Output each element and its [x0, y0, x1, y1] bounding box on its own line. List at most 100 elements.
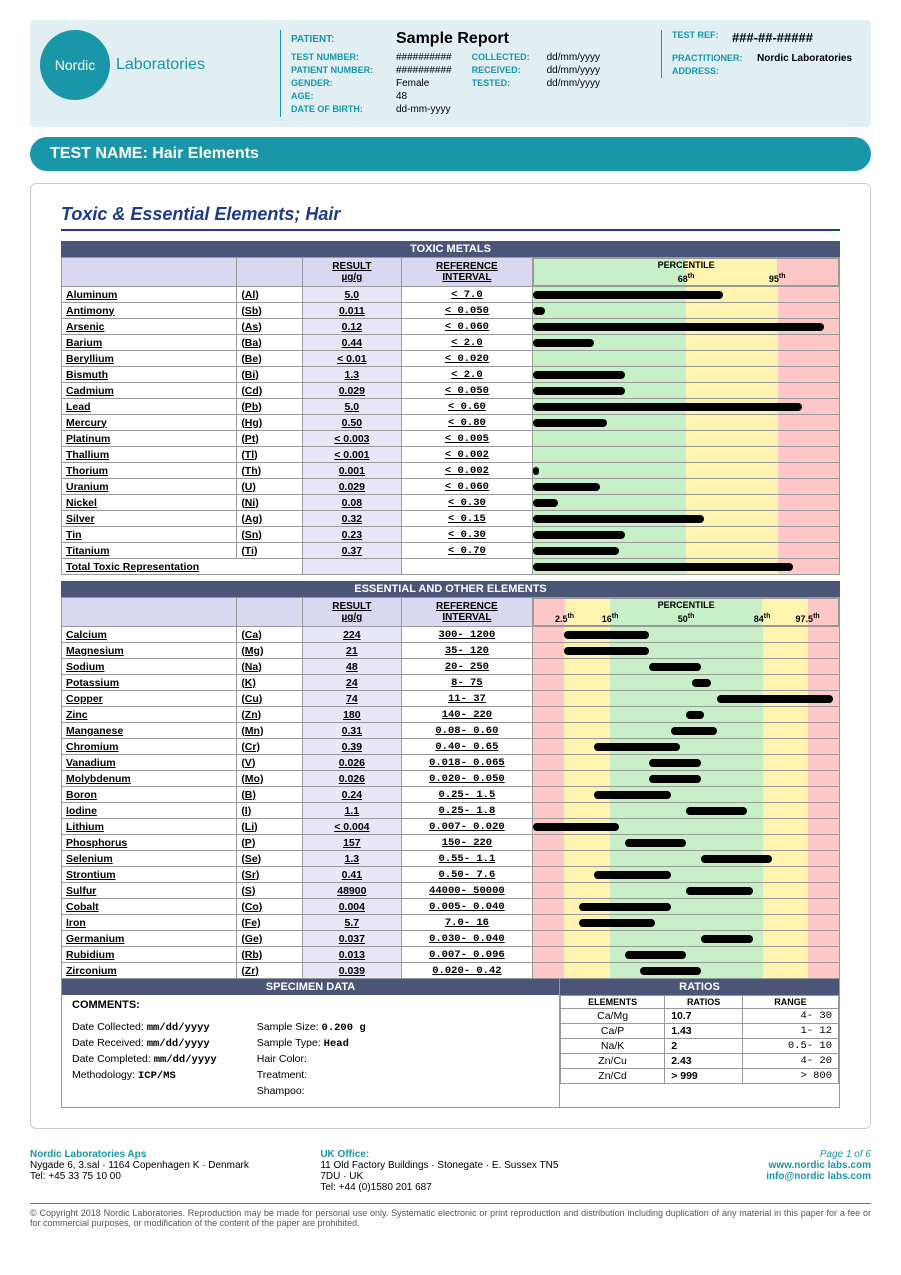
footer-uk-addr: 11 Old Factory Buildings · Stonegate · E… — [320, 1160, 580, 1182]
toxic-row: Cadmium(Cd)0.029< 0.050 — [62, 383, 840, 399]
toxic-row: Lead(Pb)5.0< 0.60 — [62, 399, 840, 415]
footer-email: info@nordic labs.com — [611, 1171, 871, 1182]
val-pract: Nordic Laboratories — [757, 53, 852, 64]
essential-row: Zirconium(Zr)0.0390.020- 0.42 — [62, 963, 840, 979]
specimen-item: Date Collected: mm/dd/yyyy — [72, 1021, 217, 1034]
ratio-row: Zn/Cd> 999> 800 — [561, 1069, 839, 1084]
toxic-row: Platinum(Pt)< 0.003< 0.005 — [62, 431, 840, 447]
essential-band: ESSENTIAL AND OTHER ELEMENTS — [61, 581, 840, 597]
ratio-row: Ca/Mg10.74- 30 — [561, 1009, 839, 1024]
section-title: Toxic & Essential Elements; Hair — [61, 204, 840, 231]
specimen-item: Hair Color: — [257, 1053, 366, 1066]
lbl-tested: TESTED: — [472, 78, 547, 89]
ess-hdr-ref2: INTERVAL — [442, 612, 491, 623]
essential-row: Iodine(I)1.10.25- 1.8 — [62, 803, 840, 819]
page-num: Page 1 of 6 — [611, 1149, 871, 1160]
ess-hdr-unit: µg/g — [341, 612, 362, 623]
val-collected: dd/mm/yyyy — [547, 52, 600, 63]
toxic-row: Beryllium(Be)< 0.01< 0.020 — [62, 351, 840, 367]
essential-row: Iron(Fe)5.77.0- 16 — [62, 915, 840, 931]
ratio-row: Zn/Cu2.434- 20 — [561, 1054, 839, 1069]
footer: Nordic Laboratories Aps Nygade 6, 3.sal … — [30, 1149, 871, 1228]
essential-row: Sodium(Na)4820- 250 — [62, 659, 840, 675]
header-panel: Nordic Laboratories PATIENT: Sample Repo… — [30, 20, 871, 127]
toxic-row: Thorium(Th)0.001< 0.002 — [62, 463, 840, 479]
ratios-hdr-el: ELEMENTS — [561, 996, 665, 1009]
lbl-patnum: PATIENT NUMBER: — [291, 65, 396, 76]
total-toxic-bar — [533, 563, 793, 571]
essential-row: Phosphorus(P)157150- 220 — [62, 835, 840, 851]
toxic-table: RESULTµg/g REFERENCEINTERVAL PERCENTILE … — [61, 257, 840, 575]
val-dob: dd-mm-yyyy — [396, 104, 450, 115]
footer-dk-addr: Nygade 6, 3.sal · 1164 Copenhagen K · De… — [30, 1160, 290, 1171]
ess-hdr-result: RESULT — [332, 601, 371, 612]
footer-uk-tel: Tel: +44 (0)1580 201 687 — [320, 1182, 580, 1193]
toxic-row: Barium(Ba)0.44< 2.0 — [62, 335, 840, 351]
ratios-hdr-ra: RATIOS — [665, 996, 743, 1009]
essential-row: Sulfur(S)4890044000- 50000 — [62, 883, 840, 899]
patient-label: PATIENT: — [291, 34, 396, 45]
ratios-panel: RATIOS ELEMENTSRATIOSRANGE Ca/Mg10.74- 3… — [560, 979, 840, 1108]
toxic-row: Bismuth(Bi)1.3< 2.0 — [62, 367, 840, 383]
lbl-received: RECEIVED: — [472, 65, 547, 76]
essential-table: RESULTµg/g REFERENCEINTERVAL PERCENTILE … — [61, 597, 840, 979]
specimen-item: Treatment: — [257, 1069, 366, 1082]
ess-pct-label: PERCENTILE — [658, 600, 715, 610]
essential-row: Selenium(Se)1.30.55- 1.1 — [62, 851, 840, 867]
toxic-hdr-ref: REFERENCE — [436, 261, 498, 272]
tick-95: 95 — [769, 274, 779, 284]
toxic-row: Tin(Sn)0.23< 0.30 — [62, 527, 840, 543]
lbl-addr: ADDRESS: — [672, 66, 757, 76]
essential-row: Chromium(Cr)0.390.40- 0.65 — [62, 739, 840, 755]
essential-row: Zinc(Zn)180140- 220 — [62, 707, 840, 723]
lbl-dob: DATE OF BIRTH: — [291, 104, 396, 115]
specimen-panel: SPECIMEN DATA COMMENTS: Date Collected: … — [61, 979, 560, 1108]
specimen-item: Date Completed: mm/dd/yyyy — [72, 1053, 217, 1066]
copyright: © Copyright 2018 Nordic Laboratories. Re… — [30, 1208, 871, 1228]
toxic-percentile-header: PERCENTILE 68th 95th — [533, 258, 839, 286]
testname-bar: TEST NAME: Hair Elements — [30, 137, 871, 171]
toxic-row: Titanium(Ti)0.37< 0.70 — [62, 543, 840, 559]
toxic-pct-label: PERCENTILE — [658, 260, 715, 270]
essential-row: Cobalt(Co)0.0040.005- 0.040 — [62, 899, 840, 915]
toxic-hdr-unit: µg/g — [341, 272, 362, 283]
toxic-row: Antimony(Sb)0.011< 0.050 — [62, 303, 840, 319]
toxic-row: Aluminum(Al)5.0< 7.0 — [62, 287, 840, 303]
ratios-band: RATIOS — [560, 979, 839, 995]
specimen-band: SPECIMEN DATA — [62, 979, 559, 995]
specimen-item: Sample Type: Head — [257, 1037, 366, 1050]
essential-row: Vanadium(V)0.0260.018- 0.065 — [62, 755, 840, 771]
essential-row: Manganese(Mn)0.310.08- 0.60 — [62, 723, 840, 739]
specimen-item: Date Received: mm/dd/yyyy — [72, 1037, 217, 1050]
val-tested: dd/mm/yyyy — [547, 78, 600, 89]
toxic-band: TOXIC METALS — [61, 241, 840, 257]
toxic-row: Nickel(Ni)0.08< 0.30 — [62, 495, 840, 511]
essential-row: Germanium(Ge)0.0370.030- 0.040 — [62, 931, 840, 947]
specimen-item: Methodology: ICP/MS — [72, 1069, 217, 1082]
essential-row: Molybdenum(Mo)0.0260.020- 0.050 — [62, 771, 840, 787]
toxic-row: Silver(Ag)0.32< 0.15 — [62, 511, 840, 527]
tick-68: 68 — [678, 274, 688, 284]
footer-uk-title: UK Office: — [320, 1149, 580, 1160]
footer-dk-title: Nordic Laboratories Aps — [30, 1149, 290, 1160]
val-age: 48 — [396, 91, 407, 102]
lbl-age: AGE: — [291, 91, 396, 102]
content-panel: Toxic & Essential Elements; Hair TOXIC M… — [30, 183, 871, 1129]
ess-hdr-ref: REFERENCE — [436, 601, 498, 612]
logo-circle: Nordic — [40, 30, 110, 100]
comments-label: COMMENTS: — [62, 995, 559, 1015]
toxic-row: Arsenic(As)0.12< 0.060 — [62, 319, 840, 335]
toxic-row: Uranium(U)0.029< 0.060 — [62, 479, 840, 495]
logo: Nordic Laboratories — [40, 30, 270, 100]
essential-row: Magnesium(Mg)2135- 120 — [62, 643, 840, 659]
val-testnum: ########## — [396, 52, 452, 63]
essential-row: Potassium(K)248- 75 — [62, 675, 840, 691]
lbl-testref: TEST REF: — [672, 30, 732, 45]
val-patnum: ########## — [396, 65, 452, 76]
val-gender: Female — [396, 78, 429, 89]
essential-row: Strontium(Sr)0.410.50- 7.6 — [62, 867, 840, 883]
lbl-collected: COLLECTED: — [472, 52, 547, 63]
toxic-row: Thallium(Tl)< 0.001< 0.002 — [62, 447, 840, 463]
total-toxic-label: Total Toxic Representation — [62, 559, 303, 575]
essential-row: Calcium(Ca)224300- 1200 — [62, 627, 840, 643]
